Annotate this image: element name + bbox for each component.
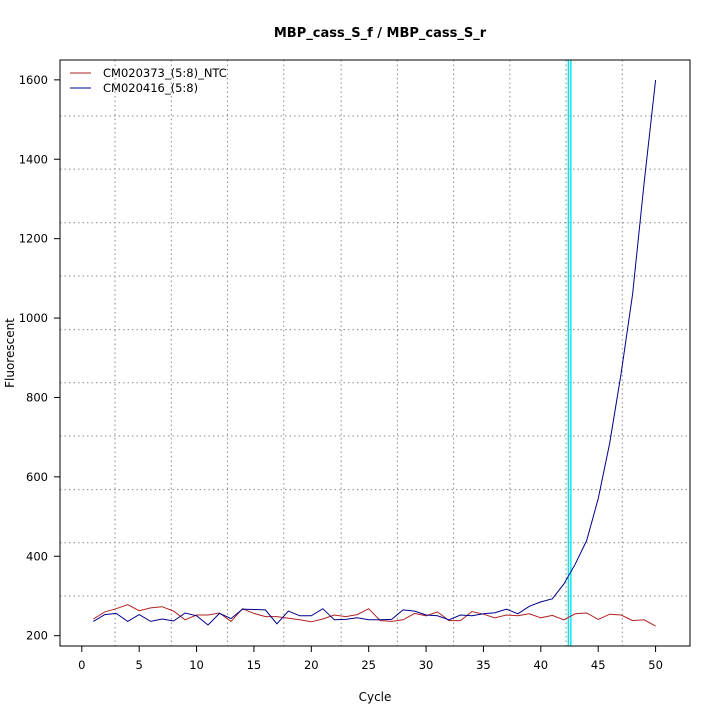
y-tick-label: 1000 — [19, 311, 48, 325]
legend-label: CM020416_(5:8) — [103, 81, 198, 95]
y-tick-label: 1200 — [19, 232, 48, 246]
y-tick-label: 600 — [26, 470, 48, 484]
y-axis: 200 400 600 800 1000 1200 1400 1600 — [19, 73, 61, 643]
x-tick-label: 5 — [136, 658, 143, 672]
y-tick-label: 1600 — [19, 73, 48, 87]
series-lines — [93, 79, 657, 627]
x-axis-label: Cycle — [359, 690, 392, 704]
y-tick-label: 1400 — [19, 152, 48, 166]
y-tick-label: 400 — [26, 549, 48, 563]
x-tick-label: 15 — [247, 658, 262, 672]
series-line — [93, 604, 656, 627]
legend-label: CM020373_(5:8)_NTC — [103, 66, 227, 80]
x-tick-label: 25 — [361, 658, 376, 672]
chart-title: MBP_cass_S_f / MBP_cass_S_r — [274, 26, 487, 41]
threshold — [567, 60, 572, 646]
x-tick-label: 10 — [189, 658, 204, 672]
y-tick-label: 800 — [26, 390, 48, 404]
x-tick-label: 45 — [591, 658, 606, 672]
x-tick-label: 0 — [78, 658, 85, 672]
y-tick-label: 200 — [26, 629, 48, 643]
x-tick-label: 35 — [476, 658, 491, 672]
x-tick-label: 40 — [533, 658, 548, 672]
x-tick-label: 50 — [648, 658, 663, 672]
series-line — [93, 79, 657, 626]
x-tick-label: 20 — [304, 658, 319, 672]
x-tick-label: 30 — [419, 658, 434, 672]
grid — [60, 60, 690, 646]
x-axis: 0 5 10 15 20 25 30 35 40 45 50 — [78, 645, 663, 672]
y-axis-label: Fluorescent — [3, 318, 17, 388]
